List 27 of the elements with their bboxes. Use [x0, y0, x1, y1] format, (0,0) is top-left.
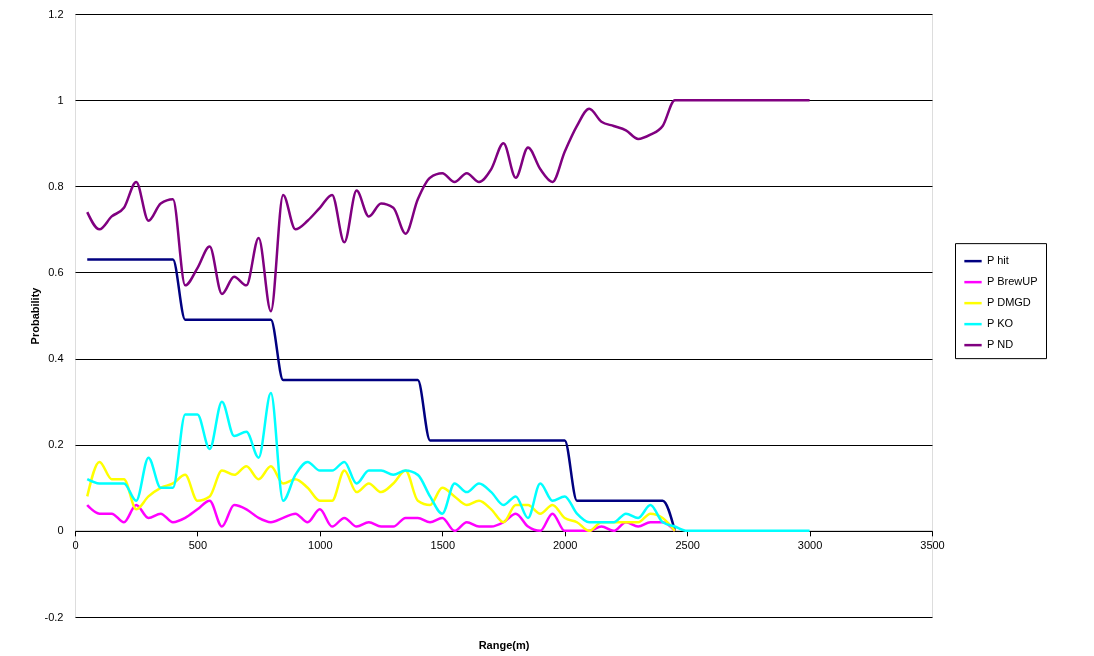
y-tick-label: 0.8	[48, 179, 64, 192]
x-tick-label: 3500	[920, 539, 945, 552]
legend-label: P ND	[987, 338, 1014, 351]
y-tick-label: 0.4	[48, 352, 64, 365]
line-series	[85, 391, 811, 533]
legend-label: P DMGD	[987, 296, 1031, 309]
legend-label: P hit	[987, 254, 1009, 267]
y-tick-label: 0.2	[48, 438, 64, 451]
y-axis-title: Probability	[28, 286, 41, 345]
x-tick-label: 2500	[675, 539, 700, 552]
legend-label: P KO	[987, 317, 1014, 330]
line-series	[85, 258, 677, 533]
x-tick-label: 0	[72, 539, 79, 552]
y-tick-label: -0.2	[44, 610, 64, 623]
x-tick-label: 1000	[308, 539, 333, 552]
x-tick-label: 500	[188, 539, 208, 552]
x-tick-label: 2000	[552, 539, 578, 552]
line-series	[85, 98, 811, 313]
x-tick-label: 1500	[430, 539, 456, 552]
y-tick-label: 1.2	[48, 7, 64, 20]
y-tick-label: 0	[57, 524, 64, 537]
x-tick-label: 3000	[797, 539, 823, 552]
line-series	[85, 460, 677, 533]
y-tick-label: 1	[57, 93, 64, 106]
legend-label: P BrewUP	[987, 275, 1038, 288]
x-axis-title: Range(m)	[478, 638, 530, 651]
y-tick-label: 0.6	[48, 265, 64, 278]
